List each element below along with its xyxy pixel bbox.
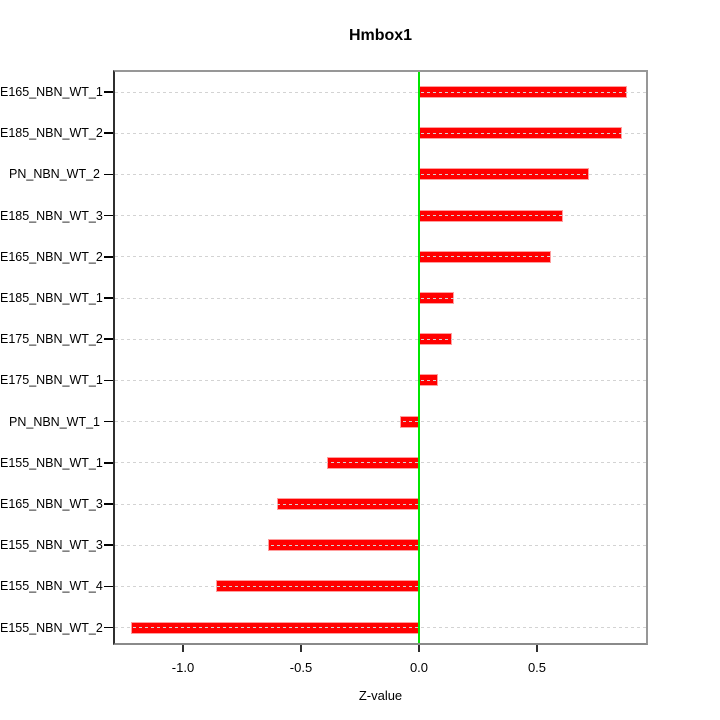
x-axis-tick [182, 645, 184, 652]
gridline [115, 91, 646, 93]
x-axis-tick-label: 0.5 [527, 660, 547, 675]
y-axis-label: E155_NBN_WT_4 [0, 579, 103, 594]
y-axis-tick [104, 297, 113, 299]
gridline [115, 627, 646, 629]
y-axis-label: E165_NBN_WT_1 [0, 85, 103, 99]
chart-title: Hmbox1 [348, 27, 413, 44]
y-axis-label: E155_NBN_WT_2 [0, 620, 103, 635]
gridline [115, 585, 646, 587]
y-axis-label: PN_NBN_WT_2 [9, 167, 100, 182]
y-axis-tick [104, 503, 113, 505]
gridline [115, 256, 646, 258]
y-axis-label: E175_NBN_WT_2 [0, 332, 103, 347]
y-axis-tick [104, 420, 113, 423]
y-axis-tick [104, 379, 113, 382]
y-axis-tick [104, 544, 113, 546]
x-axis-tick-label: -1.0 [171, 660, 195, 675]
zero-reference-line [418, 72, 420, 643]
x-axis-tick-label: 0.0 [409, 660, 429, 675]
y-axis-label: E165_NBN_WT_3 [0, 497, 103, 511]
gridline [115, 544, 646, 546]
gridline [115, 215, 646, 217]
y-axis-tick [104, 91, 113, 93]
gridline [115, 338, 646, 340]
y-axis-tick [104, 173, 113, 176]
y-axis-label: E175_NBN_WT_1 [0, 373, 103, 388]
gridline [115, 132, 646, 134]
y-axis-tick [104, 462, 113, 464]
y-axis-tick [104, 585, 113, 588]
y-axis-label: E185_NBN_WT_3 [0, 208, 103, 223]
x-axis-tick-label: -0.5 [289, 660, 313, 675]
gridline [115, 297, 646, 299]
gridline [115, 421, 646, 423]
y-axis-tick [104, 338, 113, 340]
gridline [115, 173, 646, 175]
y-axis-label: E185_NBN_WT_2 [0, 126, 103, 141]
gridline [115, 462, 646, 464]
gridline [115, 379, 646, 381]
y-axis-tick [104, 256, 113, 258]
y-axis-label: E185_NBN_WT_1 [0, 291, 103, 305]
gridline [115, 503, 646, 505]
y-axis-tick [104, 132, 113, 134]
y-axis-label: E155_NBN_WT_1 [0, 455, 103, 470]
x-axis-title: Z-value [358, 688, 403, 703]
y-axis-label: E165_NBN_WT_2 [0, 249, 103, 264]
y-axis-label: E155_NBN_WT_3 [0, 538, 103, 553]
x-axis-tick [300, 645, 302, 652]
x-axis-tick [418, 645, 420, 652]
y-axis-label: PN_NBN_WT_1 [9, 414, 100, 429]
plot-area [113, 70, 648, 645]
y-axis-tick [104, 214, 113, 217]
y-axis-tick [104, 626, 113, 629]
x-axis-tick [536, 645, 538, 652]
